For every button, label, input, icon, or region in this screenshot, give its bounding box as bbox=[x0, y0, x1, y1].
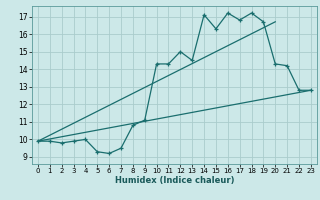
X-axis label: Humidex (Indice chaleur): Humidex (Indice chaleur) bbox=[115, 176, 234, 185]
